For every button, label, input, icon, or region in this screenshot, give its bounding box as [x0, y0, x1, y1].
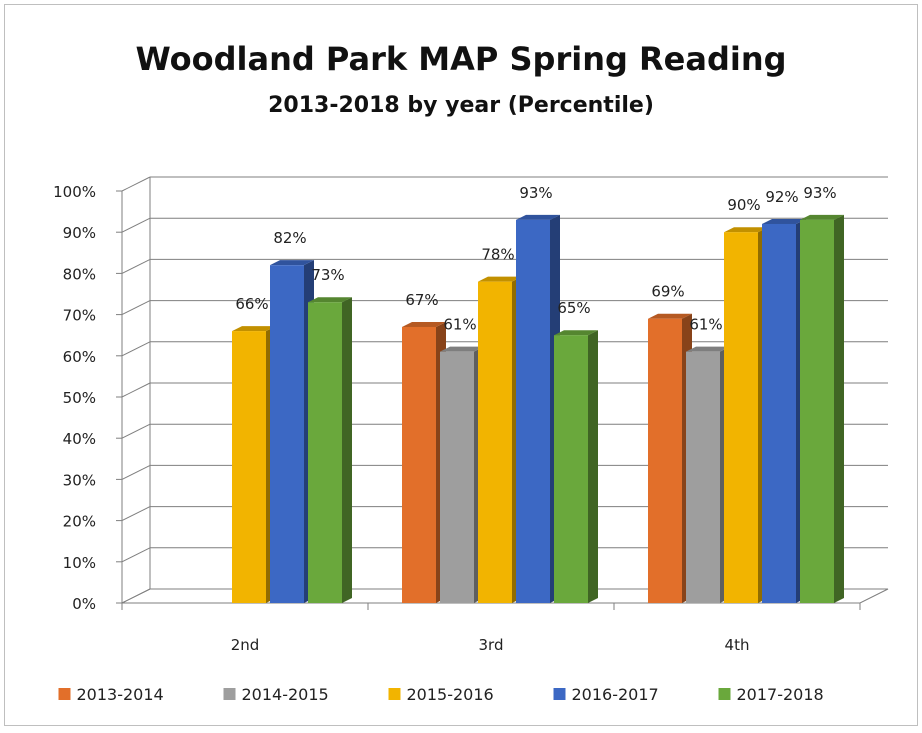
bar [308, 302, 342, 603]
bar [402, 326, 436, 603]
gridline-depth [121, 217, 151, 233]
bar-side [588, 330, 598, 603]
y-tick-label: 50% [63, 389, 96, 407]
bar-top [686, 346, 730, 352]
legend-label: 2014-2015 [242, 685, 329, 704]
y-tick-label: 20% [63, 513, 96, 531]
bar-top [440, 346, 484, 352]
gridline-depth [121, 176, 151, 192]
gridline-depth [121, 341, 151, 357]
bar [554, 335, 588, 603]
data-label: 93% [519, 184, 552, 202]
bar [232, 331, 266, 603]
legend-swatch [388, 688, 401, 700]
legend-label: 2016-2017 [572, 685, 659, 704]
chart-title: Woodland Park MAP Spring Reading [135, 40, 787, 78]
bar-top [762, 218, 806, 224]
legend-swatch [58, 688, 71, 700]
gridline-depth [121, 300, 151, 316]
legend-label: 2017-2018 [737, 685, 824, 704]
bar [516, 219, 550, 603]
data-label: 78% [481, 246, 514, 264]
y-tick-label: 0% [72, 595, 96, 613]
bar-top [648, 313, 692, 319]
legend: 2013-2014 2014-2015 2015-2016 2016-2017 2017… [58, 685, 824, 704]
data-label: 66% [235, 295, 268, 313]
data-label: 67% [405, 291, 438, 309]
y-tick-label: 70% [63, 307, 96, 325]
bar [478, 281, 512, 603]
bar [762, 223, 796, 603]
bar [440, 351, 474, 603]
bar-top [554, 330, 598, 336]
y-tick-label: 90% [63, 224, 96, 242]
bar-top [516, 214, 560, 220]
bars [232, 214, 844, 603]
gridline-depth [121, 258, 151, 274]
data-label: 82% [273, 229, 306, 247]
axes: 0% 10% 20% 30% 40% 50% 60% 70% 80% 90% 100% 2nd 3rd 4… [53, 177, 889, 654]
y-tick-label: 30% [63, 471, 96, 489]
bar-top [270, 260, 314, 266]
bar-top [800, 214, 844, 220]
y-tick-label: 60% [63, 348, 96, 366]
data-label: 92% [765, 188, 798, 206]
data-label: 69% [651, 283, 684, 301]
data-label: 73% [311, 266, 344, 284]
bar [686, 351, 720, 603]
data-label: 61% [689, 316, 722, 334]
bar-side [834, 214, 844, 603]
x-tick-label: 3rd [479, 636, 504, 654]
bar-top [478, 276, 522, 282]
gridline-depth [121, 547, 151, 563]
data-label: 65% [557, 299, 590, 317]
bar [800, 219, 834, 603]
y-tick-label: 10% [63, 554, 96, 572]
bar [648, 318, 682, 603]
bar [724, 232, 758, 603]
gridline-depth [121, 506, 151, 522]
bar-side [342, 297, 352, 603]
y-tick-label: 40% [63, 430, 96, 448]
data-label: 93% [803, 184, 836, 202]
legend-label: 2013-2014 [77, 685, 164, 704]
bar-top [308, 297, 352, 303]
legend-label: 2015-2016 [407, 685, 494, 704]
bar-top [402, 321, 446, 327]
bar [270, 265, 304, 603]
gridline-depth [121, 464, 151, 480]
bar-top [724, 227, 768, 233]
y-tick-label: 100% [53, 183, 96, 201]
y-tick-label: 80% [63, 265, 96, 283]
x-tick-label: 2nd [231, 636, 260, 654]
legend-swatch [718, 688, 731, 700]
chart-subtitle: 2013-2018 by year (Percentile) [268, 93, 654, 118]
x-tick-label: 4th [725, 636, 750, 654]
legend-swatch [553, 688, 566, 700]
gridline-depth [121, 423, 151, 439]
gridline-depth [121, 382, 151, 398]
data-label: 90% [727, 196, 760, 214]
data-labels: 66% 82% 73% 67% 61% 78% 93% 65% 69% 61% 90% 92% 93% [235, 184, 836, 334]
data-label: 61% [443, 316, 476, 334]
bar-top [232, 326, 276, 332]
legend-swatch [223, 688, 236, 700]
